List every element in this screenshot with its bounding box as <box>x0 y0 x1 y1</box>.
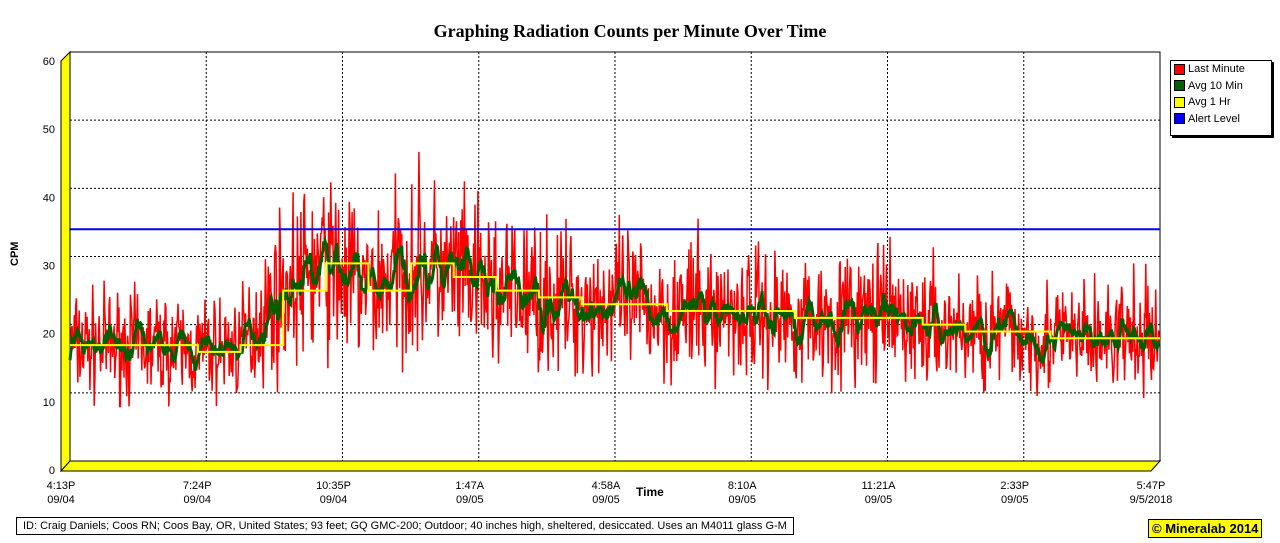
left-wall <box>60 50 71 473</box>
floor <box>59 460 1162 472</box>
y-tick-label: 40 <box>43 192 55 204</box>
chart-title: Graphing Radiation Counts per Minute Ove… <box>433 21 827 41</box>
x-tick-date: 09/04 <box>47 494 75 506</box>
legend-swatch <box>1174 113 1185 125</box>
legend-swatch <box>1174 80 1185 92</box>
y-axis-label: CPM <box>9 241 21 266</box>
x-tick-time: 5:47P <box>1137 480 1166 492</box>
x-tick-time: 1:47A <box>455 480 484 492</box>
y-tick-label: 30 <box>43 261 55 273</box>
legend-item: Last Minute <box>1171 61 1271 78</box>
x-tick-date: 09/05 <box>728 494 756 506</box>
legend-item: Avg 10 Min <box>1171 78 1271 95</box>
legend-swatch <box>1174 96 1185 108</box>
x-tick-time: 8:10A <box>728 480 757 492</box>
x-tick-date: 09/05 <box>865 494 893 506</box>
y-tick-label: 50 <box>43 124 55 136</box>
x-tick-date: 09/05 <box>592 494 620 506</box>
x-tick-date: 09/05 <box>456 494 484 506</box>
x-tick-date: 9/5/2018 <box>1130 494 1173 506</box>
y-tick-label: 20 <box>43 329 55 341</box>
y-tick-label: 10 <box>43 397 55 409</box>
legend-item: Avg 1 Hr <box>1171 94 1271 111</box>
x-tick-time: 4:58A <box>592 480 621 492</box>
x-tick-time: 4:13P <box>47 480 76 492</box>
legend-label: Alert Level <box>1188 112 1240 125</box>
x-tick-time: 11:21A <box>861 480 896 492</box>
legend: Last Minute Avg 10 Min Avg 1 Hr Alert Le… <box>1170 60 1272 136</box>
station-id-info: ID: Craig Daniels; Coos RN; Coos Bay, OR… <box>16 517 794 535</box>
x-tick-time: 10:35P <box>316 480 351 492</box>
legend-label: Avg 1 Hr <box>1188 96 1231 109</box>
copyright-badge: © Mineralab 2014 <box>1148 519 1263 538</box>
x-axis-label: Time <box>636 485 664 499</box>
legend-label: Last Minute <box>1188 63 1245 76</box>
series-avg-1-hr <box>70 262 1160 353</box>
legend-label: Avg 10 Min <box>1188 79 1243 92</box>
x-tick-time: 2:33P <box>1000 480 1029 492</box>
y-tick-label: 60 <box>43 56 55 68</box>
x-tick-date: 09/05 <box>1001 494 1029 506</box>
x-tick-date: 09/04 <box>320 494 348 506</box>
x-tick-date: 09/04 <box>183 494 211 506</box>
series-last-minute <box>69 151 1161 408</box>
y-tick-label: 0 <box>49 465 55 477</box>
x-tick-time: 7:24P <box>183 480 212 492</box>
series-avg-10-min <box>68 235 1161 371</box>
legend-swatch <box>1174 63 1185 75</box>
legend-item: Alert Level <box>1171 111 1271 128</box>
